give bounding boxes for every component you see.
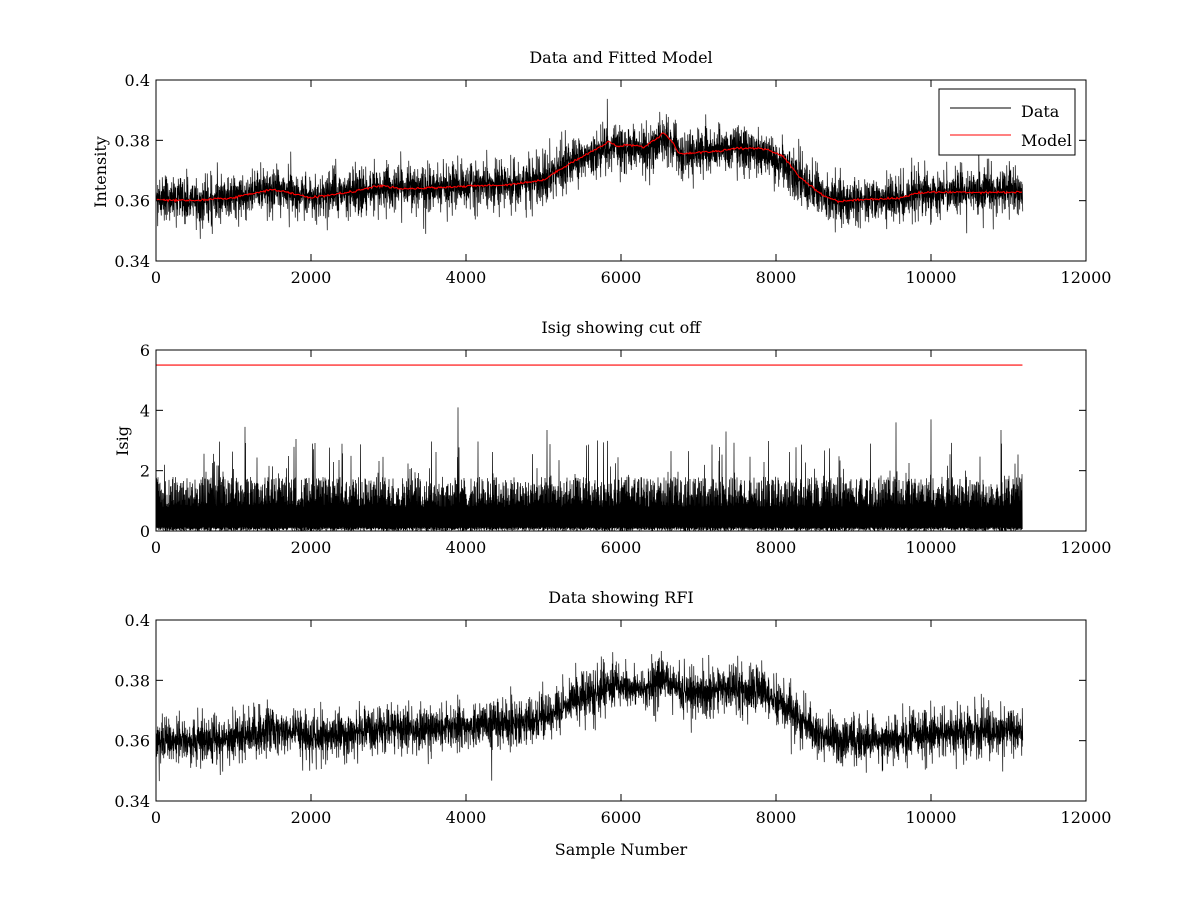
panel-3-xlabel: Sample Number [555,840,688,859]
panel-1-xtick-label: 10000 [906,268,957,287]
panel-2-xtick-label: 6000 [601,538,642,557]
panel-3-series-1-line [156,651,1024,782]
panel-2-xtick-label: 0 [151,538,161,557]
panel-3-xtick-label: 2000 [291,808,332,827]
panel-2-ytick-label: 6 [140,341,150,360]
panel-1-xtick-label: 4000 [446,268,487,287]
panel-3-ytick-label: 0.34 [114,792,150,811]
panel-1-ytick-label: 0.38 [114,131,150,150]
panel-1-ytick-label: 0.4 [125,71,150,90]
panel-2-ytick-label: 0 [140,522,150,541]
panel-1-series-2-line [156,132,1023,204]
panel-2-xtick-label: 8000 [756,538,797,557]
panel-1-ytick-label: 0.36 [114,192,150,211]
panel-2-ytick-label: 4 [140,401,150,420]
panel-3-xtick-label: 0 [151,808,161,827]
panel-3-xtick-label: 4000 [446,808,487,827]
panel-3-ytick-label: 0.38 [114,671,150,690]
panel-2-title: Isig showing cut off [541,318,702,337]
panel-3-title: Data showing RFI [548,588,693,607]
panel-2-xtick-label: 10000 [906,538,957,557]
legend-box [938,88,1076,156]
panel-1-xtick-label: 8000 [756,268,797,287]
panel-2-xtick-label: 2000 [291,538,332,557]
panel-2-xtick-label: 4000 [446,538,487,557]
panel-1-ytick-label: 0.34 [114,252,150,271]
panel-3-data-showing-rfi: Data showing RFI 0 2000 4000 6000 8000 10000 1… [114,588,1111,859]
panel-3-xtick-label: 8000 [756,808,797,827]
panel-1-series-layer [156,98,1024,239]
panel-2-series-layer [156,364,1023,531]
panel-2-xtick-label: 12000 [1061,538,1112,557]
panel-1-axes-layer: 0 2000 4000 6000 8000 10000 12000 0.34 0.36 0.38 0… [114,71,1111,287]
panel-1-xtick-label: 2000 [291,268,332,287]
legend-entry-data: Data [1021,102,1060,121]
panel-3-xtick-label: 10000 [906,808,957,827]
panel-1-ylabel: Intensity [91,136,110,208]
panel-1-title: Data and Fitted Model [529,48,712,67]
panel-3-xtick-label: 6000 [601,808,642,827]
panel-3-series-layer [156,651,1024,782]
panel-2-isig: Isig showing cut off 0 2000 4000 6000 8000 10… [113,318,1111,557]
panel-1-xtick-label: 12000 [1061,268,1112,287]
panel-3-axes-layer: 0 2000 4000 6000 8000 10000 12000 0.34 0.36 0.38 0… [114,611,1111,827]
panel-3-xtick-label: 12000 [1061,808,1112,827]
panel-1-xtick-label: 6000 [601,268,642,287]
panel-2-axes-layer: 0 2000 4000 6000 8000 10000 12000 0 2 4 6 [140,341,1112,557]
panel-2-ylabel: Isig [113,426,132,456]
panel-1-data-and-model: Data and Fitted Model 0 2000 4000 6000 8000 1… [91,48,1111,287]
panel-1-series-1-line [156,98,1024,239]
panel-2-ytick-label: 2 [140,462,150,481]
panel-1-legend: Data Model [938,88,1076,156]
panel-1-xtick-label: 0 [151,268,161,287]
panel-2-series-1-line [156,407,1023,531]
panel-3-ytick-label: 0.4 [125,611,150,630]
panel-3-ytick-label: 0.36 [114,732,150,751]
legend-entry-model: Model [1021,131,1072,150]
